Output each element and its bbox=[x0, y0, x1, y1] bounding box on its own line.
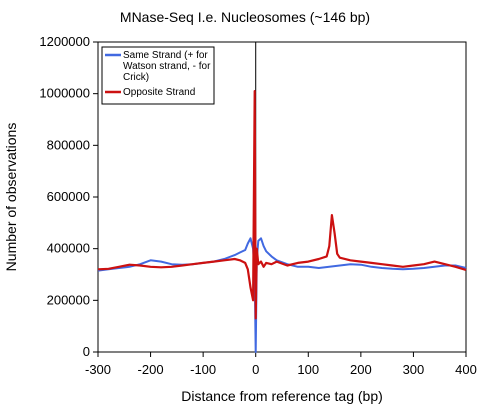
legend-entry-text: Opposite Strand bbox=[123, 87, 195, 98]
legend-box bbox=[101, 46, 215, 105]
x-tick-label: 200 bbox=[350, 362, 372, 377]
x-tick-label: -200 bbox=[138, 362, 164, 377]
y-tick-label: 1000000 bbox=[39, 86, 90, 101]
y-tick-label: 800000 bbox=[47, 137, 90, 152]
y-tick-label: 0 bbox=[83, 344, 90, 359]
series-line-same-strand bbox=[97, 237, 467, 353]
legend-entry-text: Crick) bbox=[123, 72, 149, 83]
x-axis: -300 -200 -100 0 100 200 300 400 bbox=[85, 352, 477, 377]
x-axis-title: Distance from reference tag (bp) bbox=[181, 388, 383, 404]
y-tick-label: 600000 bbox=[47, 189, 90, 204]
x-tick-label: 0 bbox=[252, 362, 259, 377]
x-tick-label: -300 bbox=[85, 362, 111, 377]
y-tick-label: 200000 bbox=[47, 292, 90, 307]
chart-title: MNase-Seq I.e. Nucleosomes (~146 bp) bbox=[120, 9, 370, 25]
y-tick-label: 400000 bbox=[47, 241, 90, 256]
x-tick-label: 100 bbox=[297, 362, 319, 377]
x-tick-label: -100 bbox=[190, 362, 216, 377]
legend-entry-text: Watson strand, - for bbox=[123, 61, 211, 72]
x-tick-label: 300 bbox=[403, 362, 425, 377]
series-group bbox=[97, 89, 467, 353]
legend-entry-text: Same Strand (+ for bbox=[123, 50, 208, 61]
y-axis-title: Number of observations bbox=[3, 123, 19, 272]
y-axis: 0 200000 400000 600000 800000 1000000 1200000 bbox=[39, 34, 98, 359]
x-tick-label: 400 bbox=[455, 362, 477, 377]
series-line-opposite-strand bbox=[97, 89, 467, 320]
y-tick-label: 1200000 bbox=[39, 34, 90, 49]
